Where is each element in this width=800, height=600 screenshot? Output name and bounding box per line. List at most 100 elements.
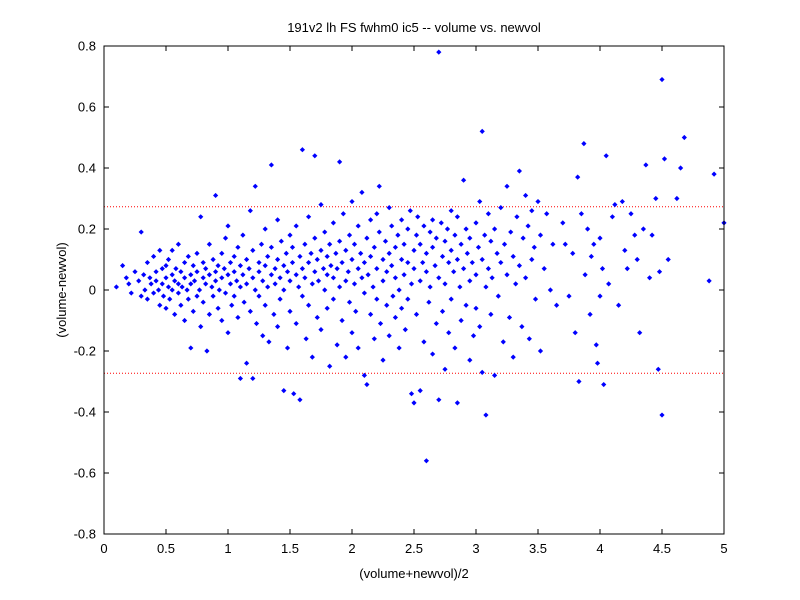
data-point: [510, 354, 516, 360]
data-point: [237, 375, 243, 382]
data-point: [144, 296, 150, 302]
data-point: [436, 49, 442, 55]
data-point: [446, 259, 452, 266]
data-point: [272, 281, 278, 287]
data-point: [281, 287, 287, 293]
data-point: [184, 287, 190, 293]
data-point: [175, 290, 181, 296]
data-point: [386, 250, 392, 256]
x-tick-label: 1.5: [281, 541, 299, 556]
data-point: [229, 302, 235, 308]
data-point: [253, 320, 260, 327]
data-point: [209, 284, 215, 290]
data-point: [421, 223, 427, 229]
data-point: [234, 278, 240, 284]
data-point: [513, 281, 519, 287]
data-point: [318, 247, 324, 253]
data-point: [196, 287, 203, 293]
x-tick-label: 0: [100, 541, 107, 556]
data-point: [297, 253, 303, 260]
data-point: [337, 159, 343, 165]
data-point: [296, 284, 302, 290]
data-point: [308, 250, 314, 256]
data-point: [271, 311, 277, 317]
data-point: [302, 275, 308, 281]
data-point: [324, 253, 330, 260]
data-point: [433, 320, 439, 327]
data-point: [222, 235, 229, 241]
data-point: [417, 241, 423, 247]
data-point: [244, 256, 250, 263]
data-point: [235, 314, 241, 321]
data-point: [588, 253, 594, 260]
data-point: [386, 205, 392, 211]
data-point: [413, 232, 420, 238]
data-point: [157, 247, 163, 253]
data-point: [262, 263, 268, 269]
data-point: [544, 211, 550, 217]
data-point: [402, 327, 408, 333]
data-point: [364, 381, 370, 388]
data-point: [351, 281, 358, 287]
data-point: [198, 324, 204, 330]
data-point: [299, 293, 305, 299]
data-point: [244, 281, 250, 287]
data-point: [182, 259, 188, 266]
data-point: [597, 235, 603, 241]
data-point: [237, 284, 243, 290]
data-point: [475, 244, 482, 250]
data-point: [215, 263, 221, 269]
data-point: [485, 266, 491, 272]
data-point: [268, 272, 274, 278]
data-point: [504, 183, 510, 189]
data-point: [204, 348, 210, 354]
data-point: [355, 345, 361, 351]
data-point: [448, 247, 454, 253]
data-point: [194, 250, 200, 256]
data-point: [120, 263, 126, 269]
data-point: [401, 272, 407, 278]
data-point: [151, 253, 157, 260]
data-point: [384, 269, 390, 275]
data-point: [494, 250, 500, 256]
data-point: [312, 235, 318, 241]
data-point: [136, 278, 142, 284]
x-tick-label: 3.5: [529, 541, 547, 556]
data-point: [188, 345, 194, 351]
data-point: [380, 278, 386, 284]
data-point: [258, 241, 265, 247]
data-point: [637, 330, 643, 336]
data-point: [479, 369, 485, 375]
y-tick-label: 0.8: [78, 39, 96, 54]
data-point: [206, 311, 212, 317]
data-point: [430, 217, 436, 223]
data-point: [328, 263, 334, 269]
data-point: [640, 226, 646, 232]
data-point: [266, 339, 272, 345]
data-point: [537, 348, 544, 354]
data-point: [182, 317, 188, 324]
data-point: [495, 293, 501, 299]
data-point: [492, 226, 498, 232]
data-point: [380, 357, 386, 363]
data-point: [461, 177, 467, 183]
data-point: [172, 311, 178, 317]
data-point: [216, 287, 222, 293]
data-point: [200, 299, 206, 305]
data-point: [377, 320, 384, 327]
data-point: [473, 272, 479, 278]
data-point: [616, 302, 622, 308]
data-point: [260, 333, 266, 339]
data-point: [619, 198, 625, 205]
data-point: [141, 272, 147, 278]
data-point: [436, 275, 442, 281]
data-point: [293, 272, 299, 278]
data-point: [206, 272, 212, 278]
data-point: [185, 296, 191, 302]
data-point: [634, 256, 640, 263]
data-point: [405, 259, 411, 266]
data-point: [411, 400, 417, 406]
data-point: [256, 293, 262, 299]
data-point: [411, 266, 417, 272]
data-point: [581, 141, 587, 147]
